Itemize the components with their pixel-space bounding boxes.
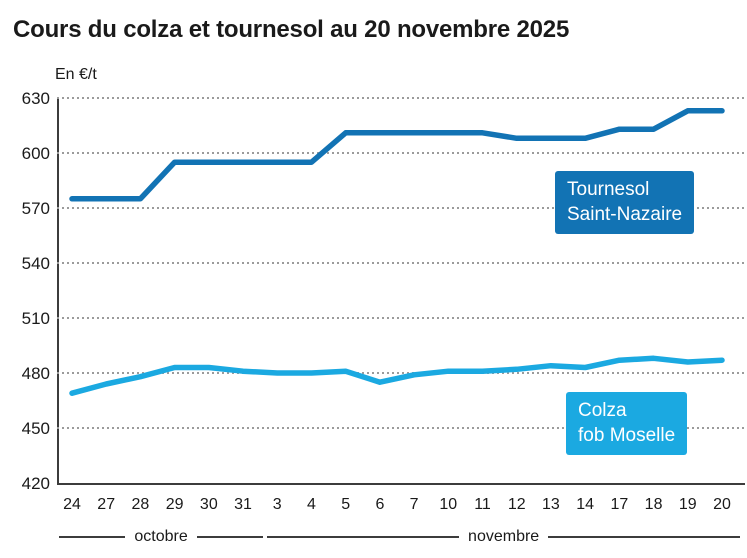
gridline-450 — [57, 427, 745, 429]
x-tick-label-11: 11 — [474, 496, 491, 513]
month-dash — [267, 536, 460, 538]
y-axis-unit-label: En €/t — [55, 66, 97, 83]
gridline-480 — [57, 372, 745, 374]
y-tick-label-630: 630 — [21, 89, 50, 108]
x-axis-tick-labels: 24 27 28 29 30 31 3 4 5 6 7 10 11 12 13 14 17 18 19 20 — [57, 496, 745, 516]
x-tick-label-27: 27 — [97, 496, 116, 513]
colza-series-label-line1: Colza — [578, 400, 627, 421]
x-tick-label-28: 28 — [131, 496, 150, 513]
month-axis: octobre novembre — [57, 526, 745, 548]
gridline-510 — [57, 317, 745, 319]
gridline-630 — [57, 97, 745, 99]
tournesol-series-label-line1: Tournesol — [567, 179, 650, 200]
x-tick-label-17: 17 — [610, 496, 629, 513]
y-tick-label-480: 480 — [21, 364, 50, 383]
chart-title: Cours du colza et tournesol au 20 novemb… — [13, 16, 570, 43]
month-label-octobre: octobre — [134, 528, 188, 545]
plot-area: Tournesol Saint-Nazaire Colza fob Mosell… — [57, 97, 745, 483]
x-tick-label-13: 13 — [542, 496, 560, 513]
x-tick-label-24: 24 — [63, 496, 81, 513]
x-tick-label-14: 14 — [576, 496, 595, 513]
x-tick-label-20: 20 — [713, 496, 731, 513]
y-axis-line — [57, 98, 59, 484]
x-tick-label-6: 6 — [375, 496, 385, 513]
gridline-600 — [57, 152, 745, 154]
y-tick-label-570: 570 — [21, 199, 50, 218]
colza-series-label: Colza fob Moselle — [566, 392, 688, 456]
x-tick-label-19: 19 — [678, 496, 697, 513]
tournesol-series-label-line2: Saint-Nazaire — [567, 204, 683, 226]
x-tick-label-3: 3 — [272, 496, 282, 513]
x-tick-label-12: 12 — [507, 496, 526, 513]
gridline-540 — [57, 262, 745, 264]
x-tick-label-31: 31 — [234, 496, 252, 513]
month-dash — [548, 536, 740, 538]
x-tick-label-29: 29 — [165, 496, 184, 513]
x-tick-label-7: 7 — [409, 496, 419, 513]
month-dash — [59, 536, 126, 538]
x-tick-label-5: 5 — [341, 496, 351, 513]
x-tick-label-4: 4 — [307, 496, 316, 513]
y-tick-label-600: 600 — [21, 144, 50, 163]
colza-series-label-line2: fob Moselle — [578, 425, 676, 447]
tournesol-line — [69, 108, 725, 202]
x-tick-label-10: 10 — [439, 496, 458, 513]
month-group-novembre: novembre — [267, 526, 740, 548]
month-dash — [196, 536, 264, 538]
month-group-octobre: octobre — [59, 526, 264, 548]
y-tick-label-450: 450 — [21, 419, 50, 438]
x-axis-baseline — [57, 483, 745, 485]
x-tick-label-30: 30 — [199, 496, 218, 513]
line-chart — [69, 108, 725, 396]
month-label-novembre: novembre — [468, 528, 540, 545]
colza-line — [69, 355, 725, 396]
tournesol-series-label: Tournesol Saint-Nazaire — [555, 171, 695, 235]
gridline-570 — [57, 207, 745, 209]
y-tick-label-540: 540 — [21, 254, 50, 273]
x-tick-label-18: 18 — [644, 496, 663, 513]
y-axis-tick-labels: 630 600 570 540 510 480 450 420 — [0, 90, 50, 492]
y-tick-label-510: 510 — [21, 309, 50, 328]
y-tick-label-420: 420 — [21, 474, 50, 493]
